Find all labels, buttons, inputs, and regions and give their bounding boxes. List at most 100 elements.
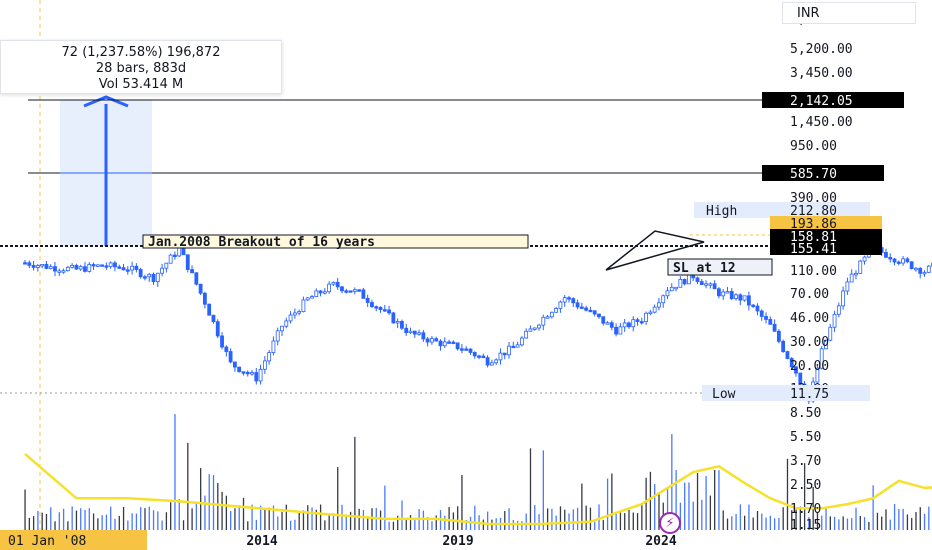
target2-value: 585.70	[790, 167, 837, 182]
candle-body	[464, 348, 469, 351]
volume-bar	[876, 512, 879, 530]
volume-bar	[684, 482, 686, 530]
volume-bar	[525, 513, 527, 530]
volume-bar	[649, 471, 652, 530]
sl-note-box[interactable]	[667, 258, 773, 276]
target2-tag	[762, 165, 884, 181]
volume-bar	[585, 505, 587, 530]
volume-bar	[923, 513, 926, 530]
candle-body	[511, 345, 516, 349]
candle-body	[168, 254, 173, 264]
target1-value: 2,142.05	[790, 94, 853, 109]
candle-body	[95, 264, 100, 267]
candle-body	[588, 309, 593, 313]
time-axis-tick: 2014	[246, 534, 277, 549]
price-axis-tick: 2.50	[790, 478, 821, 493]
candle-body	[121, 267, 126, 271]
candle-body	[888, 256, 893, 260]
candle-body	[849, 273, 854, 283]
volume-bar	[855, 507, 857, 530]
candle-body	[819, 348, 824, 369]
triangle-pattern[interactable]	[605, 230, 705, 271]
candle-body	[100, 264, 104, 267]
volume-bar	[92, 513, 95, 530]
candle-body	[70, 264, 75, 268]
lightning-bolt-icon[interactable]: ⚡	[659, 512, 681, 534]
candle-body	[914, 267, 918, 271]
candle-body	[404, 327, 409, 334]
candle-body	[74, 264, 79, 270]
volume-bar	[701, 499, 703, 530]
candle-body	[884, 252, 888, 258]
candle-body	[836, 305, 841, 315]
candle-body	[721, 291, 726, 297]
volume-bar	[529, 448, 532, 530]
candle-body	[198, 283, 203, 294]
candle-body	[125, 269, 130, 272]
volume-bar	[75, 510, 78, 530]
candle-body	[434, 338, 439, 342]
candle-body	[254, 372, 259, 382]
breakout-note-box[interactable]	[142, 234, 529, 249]
volume-bar	[808, 517, 810, 530]
candle-body	[575, 302, 580, 308]
volume-bar	[744, 515, 746, 530]
candle-body	[459, 348, 464, 351]
volume-bar	[118, 515, 120, 530]
volume-bar	[337, 467, 339, 530]
volume-bar	[572, 509, 574, 530]
price-axis-tick: 3,450.00	[790, 66, 853, 81]
candle-body	[725, 291, 730, 294]
candle-body	[421, 332, 426, 340]
volume-bar	[435, 515, 437, 530]
candle-body	[605, 322, 610, 325]
volume-bar	[829, 516, 831, 530]
price-axis-tick: 8.50	[790, 406, 821, 421]
volume-bar	[675, 470, 677, 530]
volume-bar	[851, 518, 853, 530]
volume-bar	[62, 508, 65, 530]
candle-body	[764, 316, 768, 320]
volume-bar	[615, 511, 617, 530]
candle-body	[661, 295, 666, 304]
candle-body	[652, 306, 657, 313]
candle-body	[340, 286, 344, 292]
volume-bar	[581, 483, 583, 530]
volume-bar	[247, 521, 249, 530]
candle-body	[292, 312, 297, 316]
volume-bar	[765, 517, 767, 530]
candle-body	[584, 307, 589, 311]
volume-bar	[58, 512, 60, 530]
volume-bar	[311, 507, 313, 530]
volume-bar	[272, 505, 275, 530]
volume-bar	[165, 512, 168, 530]
volume-bar	[101, 515, 103, 530]
volume-bar	[315, 509, 317, 530]
volume-bar	[152, 510, 155, 530]
candle-body	[61, 270, 66, 273]
volume-bar	[564, 509, 566, 530]
price-axis-tick: 1,450.00	[790, 115, 853, 130]
currency-selector[interactable]: INR	[782, 2, 916, 24]
volume-bar	[624, 513, 626, 530]
measure-volume: Vol 53.414 M	[98, 77, 184, 92]
candle-body	[455, 342, 460, 350]
candle-body	[909, 261, 914, 270]
volume-bar	[170, 502, 172, 530]
candle-body	[549, 311, 554, 318]
candle-body	[400, 320, 404, 329]
volume-bar	[157, 511, 159, 530]
candle-body	[57, 270, 62, 273]
time-axis[interactable]: 2014 2019 2024	[246, 534, 676, 549]
volume-bar	[752, 517, 754, 530]
volume-bar	[487, 511, 489, 530]
candle-body	[232, 361, 237, 368]
volume-bar	[735, 514, 737, 530]
candle-body	[674, 286, 678, 290]
candle-body	[854, 272, 858, 276]
candle-body	[597, 313, 601, 318]
high-label-box	[694, 202, 770, 218]
volume-bar	[200, 468, 202, 530]
candle-body	[348, 290, 353, 293]
price-axis[interactable]: 8,000.005,200.003,450.001,450.00950.0039…	[790, 12, 853, 533]
